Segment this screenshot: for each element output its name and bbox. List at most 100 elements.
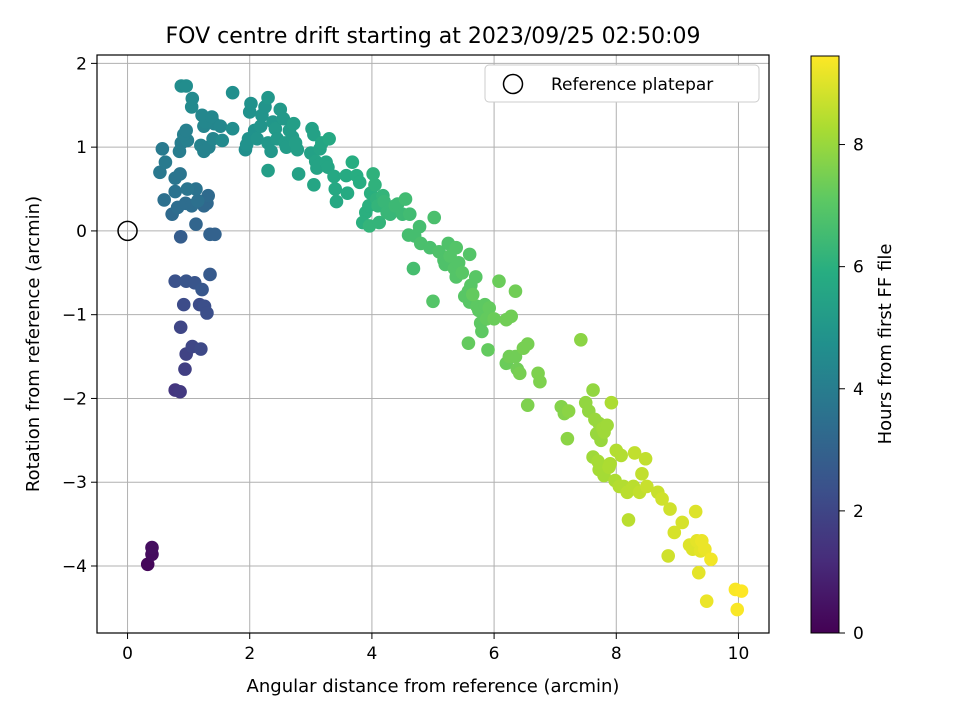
data-point (704, 552, 718, 567)
y-tick-label: 2 (76, 54, 87, 74)
data-point (655, 492, 669, 506)
data-point (200, 306, 214, 320)
data-point (291, 167, 306, 181)
data-point (208, 227, 222, 242)
colorbar-tick-label: 4 (853, 380, 864, 400)
chart-title: FOV centre drift starting at 2023/09/25 … (166, 24, 701, 49)
x-tick-label: 6 (489, 644, 500, 664)
data-point (675, 515, 690, 530)
data-point (189, 217, 203, 232)
grid (97, 55, 769, 633)
data-point (340, 186, 355, 201)
data-point (168, 184, 182, 199)
data-point (368, 178, 382, 192)
y-tick-label: −4 (62, 557, 87, 577)
data-point (462, 247, 477, 262)
data-point (372, 215, 387, 230)
colorbar-gradient (810, 55, 840, 634)
data-point (691, 565, 706, 580)
x-tick-label: 10 (728, 644, 750, 664)
x-tick-label: 0 (122, 644, 133, 664)
data-point (561, 404, 576, 418)
data-point (426, 294, 440, 309)
y-tick-label: −3 (62, 473, 87, 493)
data-point (475, 324, 489, 339)
data-point (213, 119, 228, 134)
data-point (512, 366, 527, 381)
colorbar-label: Hours from first FF file (875, 244, 896, 445)
colorbar: 0 2 4 6 8 Hours from first FF file (810, 55, 896, 644)
data-point (499, 312, 514, 327)
data-point (264, 144, 278, 159)
data-point (603, 456, 617, 471)
x-axis-label: Angular distance from reference (arcmin) (247, 676, 620, 697)
data-point (328, 182, 343, 196)
data-point (201, 188, 215, 203)
data-point (402, 207, 417, 221)
data-point (345, 155, 360, 170)
reference-marker (117, 220, 138, 242)
data-point (468, 270, 483, 284)
legend-marker-icon (502, 73, 524, 95)
data-point (667, 525, 682, 540)
data-point (455, 265, 470, 280)
x-tick-label: 2 (244, 644, 255, 664)
data-point (179, 123, 193, 138)
y-tick-label: 0 (76, 222, 87, 242)
data-point (627, 446, 642, 460)
data-point (179, 79, 193, 93)
y-tick-label: −1 (62, 306, 87, 326)
x-axis: 0 2 4 6 8 10 (122, 633, 749, 664)
data-point (638, 451, 653, 466)
y-tick-label: 1 (76, 138, 87, 158)
data-point (244, 96, 258, 111)
data-point (698, 542, 712, 557)
data-point (307, 178, 321, 192)
data-point (253, 119, 268, 134)
colorbar-ticks: 0 2 4 6 8 (839, 136, 864, 644)
data-point (427, 210, 442, 225)
data-point (173, 384, 187, 399)
data-point (225, 85, 240, 100)
data-point (155, 142, 170, 156)
data-point (173, 320, 188, 335)
data-point (145, 540, 159, 555)
data-point (482, 301, 497, 315)
x-tick-label: 8 (611, 644, 622, 664)
data-point (195, 282, 209, 297)
data-point (461, 336, 476, 350)
data-point (205, 110, 219, 124)
data-point (290, 142, 305, 157)
colorbar-tick-label: 0 (853, 624, 864, 644)
data-point (268, 121, 283, 136)
data-point (621, 513, 636, 527)
data-point (203, 267, 217, 282)
colorbar-tick-label: 2 (853, 502, 864, 522)
data-point (194, 342, 208, 356)
data-point (614, 448, 628, 463)
data-point (487, 312, 501, 326)
reference-point (117, 220, 138, 242)
legend-entry: Reference platepar (551, 75, 713, 95)
data-point (520, 337, 535, 351)
data-point (158, 155, 173, 170)
colorbar-tick-label: 6 (853, 258, 864, 278)
data-point (176, 297, 191, 312)
data-point (377, 194, 391, 209)
data-point (191, 193, 205, 208)
data-point (465, 287, 480, 302)
data-points (140, 79, 749, 617)
data-point (492, 274, 506, 288)
data-point (688, 504, 703, 519)
data-point (329, 194, 344, 209)
y-axis-label: Rotation from reference (arcmin) (23, 196, 44, 492)
data-point (412, 219, 427, 234)
data-point (366, 167, 380, 181)
data-point (322, 131, 336, 146)
data-point (173, 229, 188, 244)
data-point (406, 261, 421, 276)
data-point (600, 418, 614, 433)
x-tick-label: 4 (366, 644, 377, 664)
data-point (699, 594, 714, 608)
